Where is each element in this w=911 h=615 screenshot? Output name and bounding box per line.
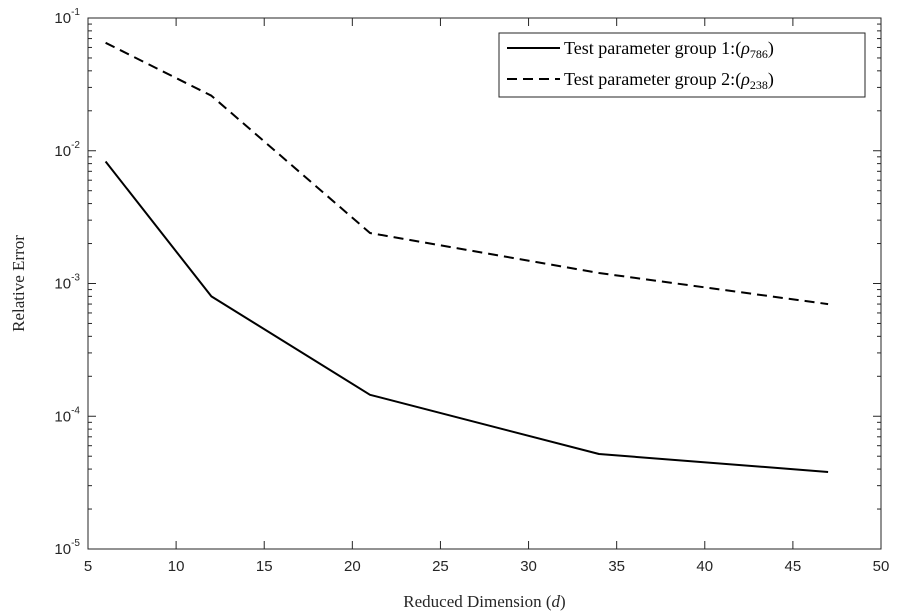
x-axis-label: Reduced Dimension (d) — [403, 592, 565, 611]
y-tick-base: 10 — [54, 276, 71, 293]
y-tick-labels: 10-510-410-310-210-1 — [54, 7, 80, 558]
legend-entry-2: Test parameter group 2:(ρ238) — [564, 69, 774, 92]
legend-box — [498, 32, 866, 98]
y-tick-base: 10 — [54, 541, 71, 558]
legend-entry-2-sub: 238 — [750, 78, 768, 92]
legend-paren-2: ) — [768, 69, 774, 90]
legend-rho-1: ρ — [740, 38, 750, 58]
series-line-1 — [104, 160, 829, 473]
y-tick-base: 10 — [54, 10, 71, 27]
x-tick-label: 15 — [256, 558, 273, 575]
y-tick-label: 10-1 — [54, 7, 80, 27]
y-axis-label: Relative Error — [9, 235, 28, 332]
x-axis-label-text: Reduced Dimension — [403, 592, 542, 611]
x-tick-label: 30 — [520, 558, 537, 575]
y-tick-exp: -5 — [71, 538, 80, 549]
x-tick-label: 5 — [84, 558, 92, 575]
series-line-2 — [105, 41, 829, 306]
y-tick-exp: -1 — [71, 7, 80, 18]
y-tick-label: 10-4 — [54, 405, 80, 425]
legend-entry-2-name: Test parameter group 2: — [564, 69, 735, 89]
legend-entry-1: Test parameter group 1:(ρ786) — [564, 38, 774, 61]
x-tick-label: 10 — [168, 558, 185, 575]
y-tick-label: 10-2 — [54, 140, 80, 160]
y-tick-exp: -2 — [71, 140, 80, 151]
x-axis-label-var: d — [552, 592, 561, 611]
x-tick-label: 35 — [608, 558, 625, 575]
y-tick-exp: -4 — [71, 405, 80, 416]
x-tick-label: 45 — [785, 558, 802, 575]
plot-frame — [87, 17, 882, 550]
x-tick-labels: 5 10 15 20 25 30 35 40 45 50 — [84, 558, 890, 575]
x-tick-label: 25 — [432, 558, 449, 575]
plot-area — [88, 18, 881, 549]
legend-entry-1-sub: 786 — [750, 47, 768, 61]
y-tick-label: 10-5 — [54, 538, 80, 558]
legend: Test parameter group 1:(ρ786) Test param… — [498, 32, 866, 98]
legend-rho-2: ρ — [740, 69, 750, 89]
y-tick-label: 10-3 — [54, 273, 80, 293]
x-tick-label: 40 — [696, 558, 713, 575]
x-tick-label: 50 — [873, 558, 890, 575]
legend-entry-1-name: Test parameter group 1: — [564, 38, 735, 58]
y-tick-base: 10 — [54, 143, 71, 160]
x-tick-label: 20 — [344, 558, 361, 575]
y-tick-base: 10 — [54, 408, 71, 425]
series-lines — [104, 41, 829, 473]
y-tick-exp: -3 — [71, 273, 80, 284]
axis-ticks — [87, 17, 882, 550]
legend-paren-1: ) — [768, 38, 774, 59]
